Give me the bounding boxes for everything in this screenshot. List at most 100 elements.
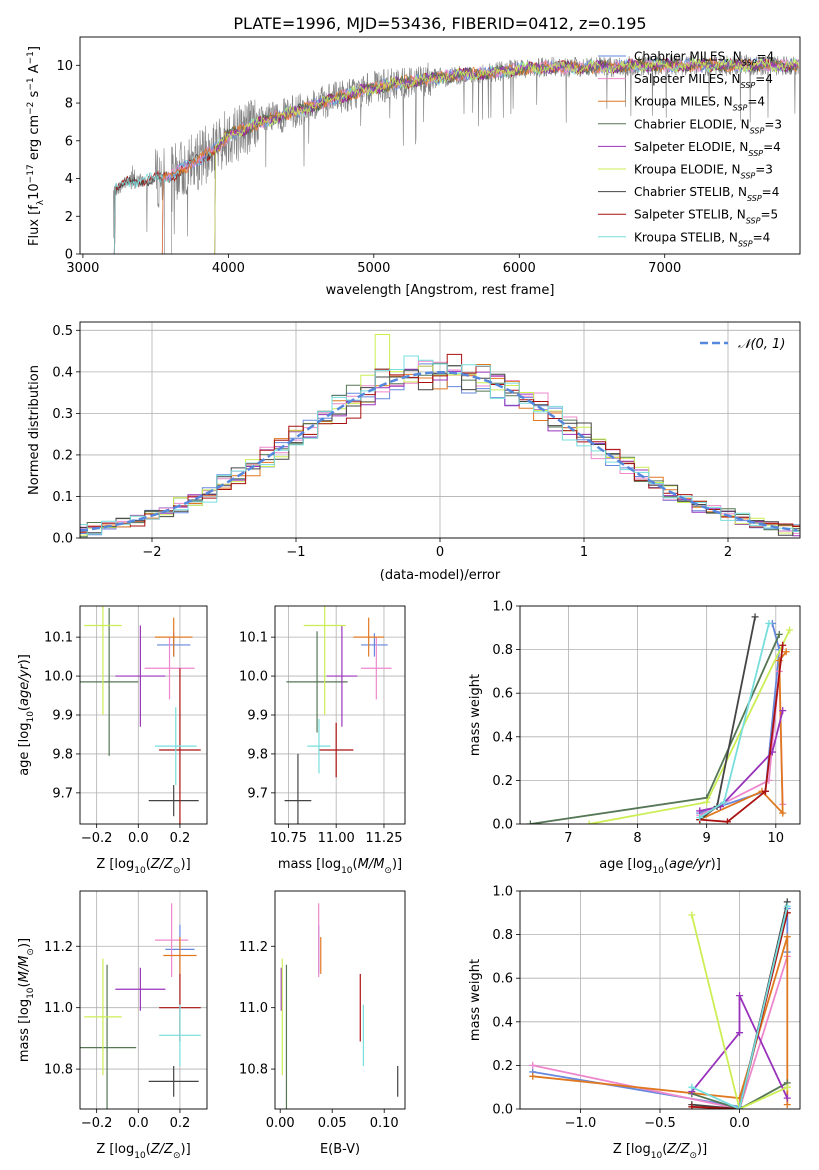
x-tick-label: 11.00 [318, 831, 355, 846]
residuals-ylabel: Normed distribution [27, 365, 42, 495]
x-tick-label: 0.0 [729, 1116, 750, 1131]
legend-tail: =4 [747, 95, 765, 109]
point-marker-chabrier-stelib [751, 613, 759, 621]
point-marker-salpeter-stelib [761, 787, 769, 795]
legend-subscript: SSP [742, 58, 757, 67]
mass-weight-line-salpeter-stelib [691, 912, 789, 1109]
y-tick-label: 10.0 [44, 670, 73, 685]
label-part: )] [181, 857, 191, 872]
point-marker-kroupa-stelib [688, 1083, 696, 1091]
legend-tail: =3 [764, 117, 782, 131]
spectrum-axes: 3000 4000 5000 6000 7000 0 2 4 6 8 10 Chabrier MILE… [26, 36, 801, 298]
legend-label-salpeter-stelib: Salpeter STELIB, NSSP=5 [634, 208, 778, 226]
y-tick-label: 2 [65, 210, 73, 225]
point-marker-kroupa-miles [529, 1072, 537, 1080]
y-tick-label: 9.7 [247, 786, 268, 801]
label-part: ⊙ [384, 866, 392, 876]
label-part: Z [log [96, 1142, 134, 1157]
mass-weight-vs-age-ylabel: mass weight [468, 674, 483, 756]
x-tick-label: −0.5 [644, 1116, 676, 1131]
y-tick-label: 11.2 [239, 940, 268, 955]
point-marker-salpeter-elodie [779, 707, 787, 715]
x-tick-label: 10.75 [270, 831, 307, 846]
y-tick-label: 11.0 [44, 1001, 73, 1016]
y-tick-label: 9.8 [247, 747, 268, 762]
age-vs-Z-plot-area [80, 606, 201, 824]
y-tick-label: 0.8 [492, 928, 513, 943]
mass-weight-line-chabrier-miles [699, 623, 781, 814]
label-part: )] [17, 654, 32, 664]
legend-text: Chabrier MILES, N [634, 50, 742, 64]
label-part: erg cm [27, 115, 42, 164]
label-part: ( [146, 1142, 151, 1157]
label-part: 10 [651, 1151, 663, 1161]
residual-histogram-kroupa-miles [80, 364, 800, 533]
point-marker-kroupa-stelib [696, 813, 704, 821]
model-spectrum-chabrier-stelib [113, 57, 799, 254]
y-tick-label: 0.1 [52, 490, 73, 505]
legend-label-chabrier-elodie: Chabrier ELODIE, NSSP=3 [634, 117, 782, 135]
label-part: 10 [134, 866, 146, 876]
y-tick-label: 0.4 [492, 730, 513, 745]
legend-text: Kroupa STELIB, N [634, 230, 738, 244]
x-tick-label: 1 [580, 545, 588, 560]
mass-vs-EBV-axes: 0.00 0.05 0.10 10.8 11.0 11.2 E(B-V) [239, 890, 406, 1157]
figure-title: PLATE=1996, MJD=53436, FIBERID=0412, z=0… [233, 14, 646, 33]
y-tick-label: 11.0 [239, 1001, 268, 1016]
y-tick-label: 0.6 [492, 687, 513, 702]
x-tick-label: 0.10 [370, 1116, 399, 1131]
point-marker-salpeter-miles [529, 1061, 537, 1069]
mass-weight-line-salpeter-stelib [699, 645, 784, 823]
residuals-plot-area [80, 334, 800, 538]
y-tick-label: 9.9 [52, 709, 73, 724]
point-marker-salpeter-stelib [779, 641, 787, 649]
legend-subscript: SSP [750, 126, 765, 135]
y-tick-label: 1.0 [492, 885, 513, 900]
x-tick-label: 0.05 [318, 1116, 347, 1131]
label-part: 10 [652, 866, 664, 876]
spectrum-xlabel: wavelength [Angstrom, rest frame] [326, 283, 555, 298]
residuals-xlabel: (data-model)/error [380, 568, 501, 583]
y-tick-label: 0.0 [52, 532, 73, 547]
age-vs-Z-frame [79, 605, 208, 825]
legend-text: Salpeter STELIB, N [634, 208, 746, 222]
spectrum-ylabel: Flux [fλ10−17 erg cm−2 s−1 A−1] [26, 46, 46, 246]
model-spectrum-kroupa-miles [161, 58, 799, 254]
x-tick-label: −2 [142, 545, 161, 560]
y-tick-label: 1.0 [492, 600, 513, 615]
age-vs-mass-xlabel: mass [log10(M/M⊙)] [278, 857, 402, 876]
label-part: Z [log [96, 857, 134, 872]
label-part: )] [392, 857, 402, 872]
label-part: ⊙ [689, 1151, 697, 1161]
point-marker-kroupa-elodie [585, 820, 593, 824]
age-vs-mass-plot-area [284, 606, 392, 824]
label-part: M/M [17, 956, 32, 983]
y-tick-label: 9.7 [52, 786, 73, 801]
point-marker-kroupa-miles [783, 933, 791, 941]
point-marker-kroupa-stelib [765, 619, 773, 627]
x-tick-label: 2 [724, 545, 732, 560]
mass-weight-vs-age-plot-area [526, 613, 794, 824]
y-tick-label: 6 [65, 134, 73, 149]
label-part: ( [664, 857, 669, 872]
legend-label-kroupa-miles: Kroupa MILES, NSSP=4 [634, 95, 765, 113]
label-part: ] [27, 46, 42, 51]
mass-vs-Z-ylabel: mass [log10(M/M⊙)] [17, 938, 36, 1062]
legend-text: Salpeter MILES, N [634, 72, 741, 86]
y-tick-label: 0.4 [492, 1015, 513, 1030]
point-marker-kroupa-miles [779, 809, 787, 817]
model-spectrum-salpeter-stelib [113, 57, 799, 254]
legend-label-chabrier-stelib: Chabrier STELIB, NSSP=4 [634, 185, 779, 203]
mass-weight-vs-Z-plot-area [529, 898, 791, 1109]
mass-weight-vs-age-xlabel: age [log10(age/yr)] [599, 857, 721, 876]
label-part: E(B-V) [320, 1142, 360, 1157]
x-tick-label: 0 [436, 545, 444, 560]
y-tick-label: 9.9 [247, 709, 268, 724]
y-tick-label: 0.3 [52, 407, 73, 422]
x-tick-label: 0.0 [128, 831, 149, 846]
y-tick-label: 10.0 [239, 670, 268, 685]
x-tick-label: 0.0 [128, 1116, 149, 1131]
label-part: Z/Z [150, 1142, 174, 1157]
label-part: 10 [26, 987, 36, 999]
spectrum-frame [79, 36, 801, 255]
